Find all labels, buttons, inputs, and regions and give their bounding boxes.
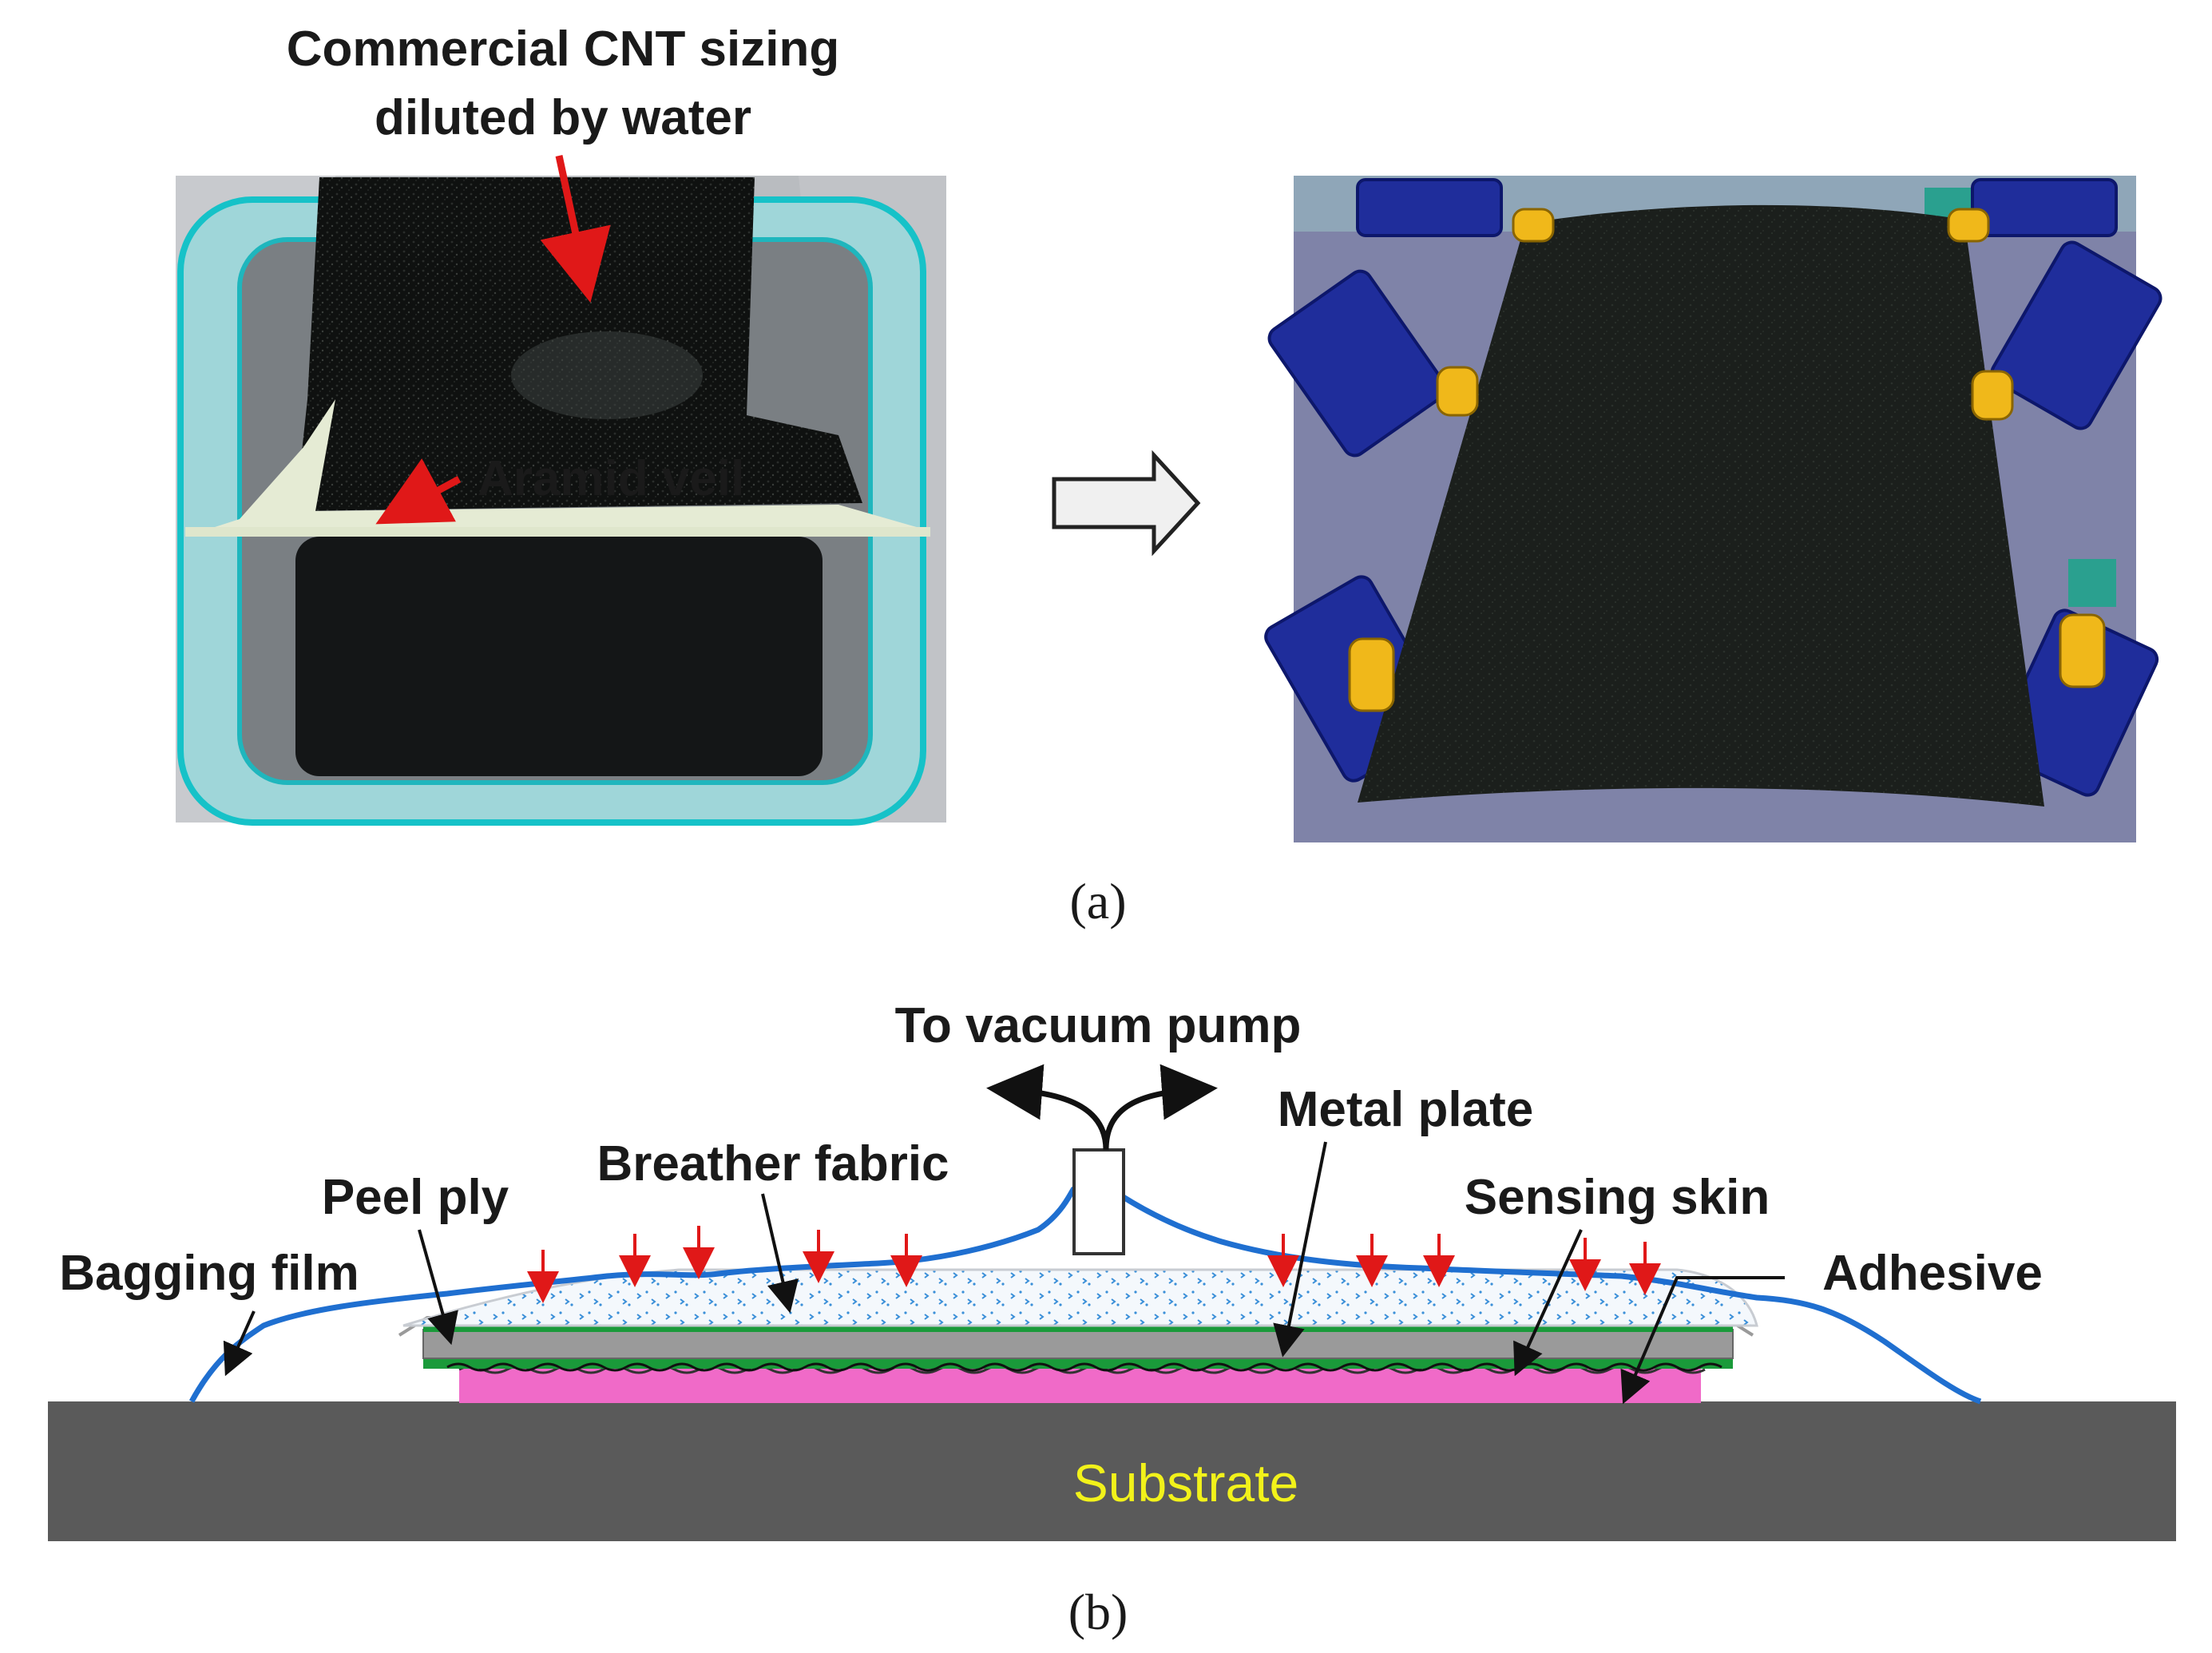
process-arrow-icon bbox=[1052, 450, 1201, 557]
label-substrate: Substrate bbox=[1073, 1453, 1299, 1512]
label-metal-plate: Metal plate bbox=[1278, 1082, 1533, 1137]
leader-peel-ply bbox=[418, 1229, 458, 1346]
leader-sensing-skin bbox=[1513, 1229, 1583, 1377]
bagging-film-line bbox=[188, 1186, 1982, 1405]
leader-metal-plate bbox=[1273, 1141, 1327, 1358]
substrate-block bbox=[48, 1401, 2176, 1541]
metal-plate-layer bbox=[422, 1329, 1734, 1359]
label-adhesive: Adhesive bbox=[1822, 1246, 2043, 1301]
label-cnt-sizing-line1: Commercial CNT sizing bbox=[287, 22, 839, 77]
vacuum-arrow-left bbox=[986, 1064, 1109, 1151]
leader-breather-fabric bbox=[761, 1193, 799, 1314]
sensing-skin-layer bbox=[423, 1358, 1733, 1369]
label-to-vacuum-pump: To vacuum pump bbox=[895, 998, 1302, 1053]
peel-ply-layer bbox=[423, 1326, 1733, 1332]
vacuum-bagging-schematic: Substrate bbox=[48, 998, 2176, 1541]
pressure-arrows bbox=[527, 1226, 1661, 1303]
red-arrow-cnt bbox=[540, 155, 611, 303]
label-bagging-film: Bagging film bbox=[59, 1246, 359, 1301]
leader-adhesive bbox=[1620, 1276, 1785, 1405]
photo-dipping-tray bbox=[176, 176, 946, 826]
label-sensing-skin: Sensing skin bbox=[1465, 1170, 1770, 1225]
adhesive-layer bbox=[459, 1367, 1701, 1403]
label-peel-ply: Peel ply bbox=[322, 1170, 509, 1225]
label-cnt-sizing-line2: diluted by water bbox=[375, 90, 751, 145]
photo-dried-sensing-skin bbox=[1264, 176, 2162, 842]
leader-bagging-film bbox=[223, 1310, 256, 1377]
label-aramid-veil: Aramid veil bbox=[478, 451, 744, 506]
caption-a: (a) bbox=[1069, 873, 1126, 930]
label-breather-fabric: Breather fabric bbox=[597, 1136, 949, 1191]
vacuum-port bbox=[1072, 1148, 1125, 1255]
vacuum-arrow-right bbox=[1103, 1064, 1218, 1151]
caption-b: (b) bbox=[1068, 1584, 1128, 1640]
red-arrow-aramid bbox=[375, 458, 462, 525]
